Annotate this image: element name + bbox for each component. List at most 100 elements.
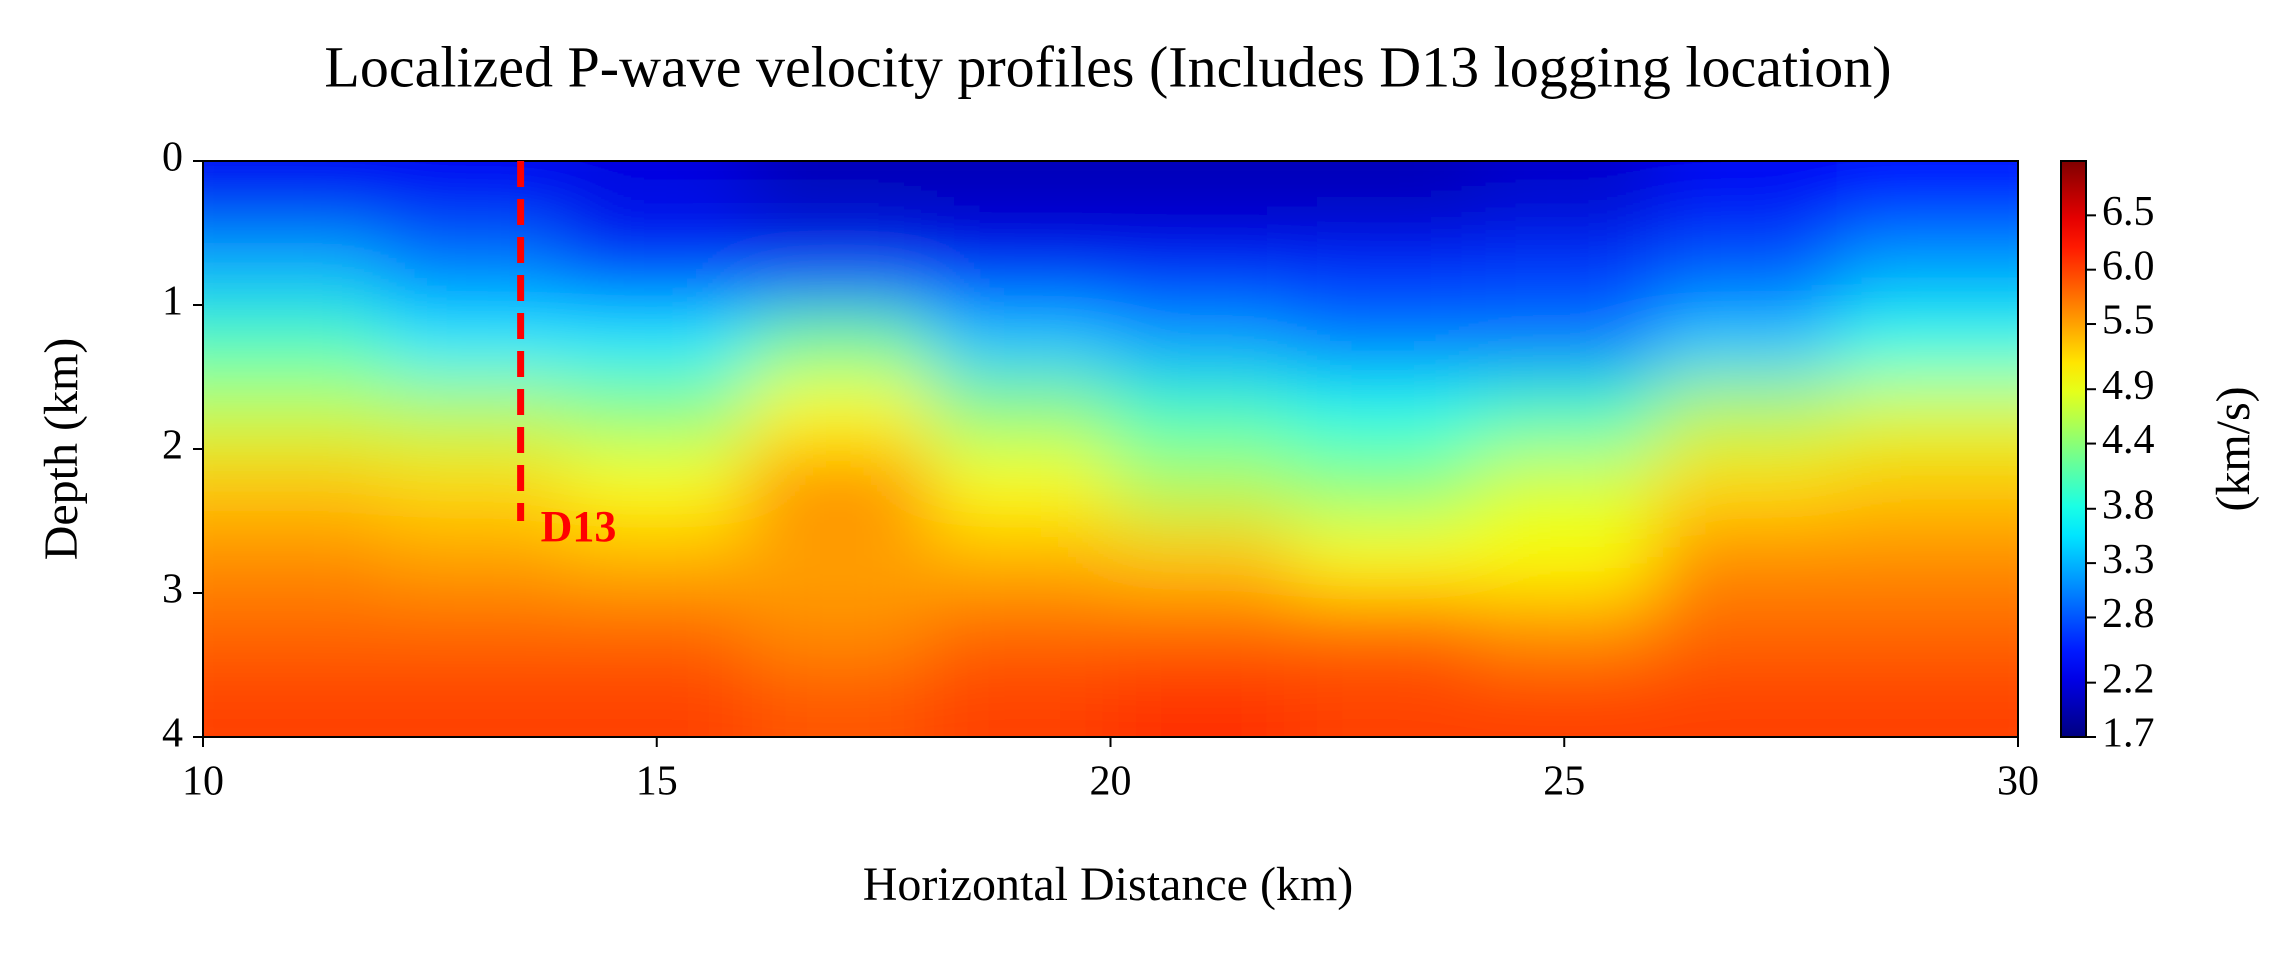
heatmap-cell (384, 521, 567, 594)
heatmap-cell (566, 521, 749, 594)
heatmap-cell (566, 305, 749, 378)
heatmap-cell (566, 233, 749, 306)
heatmap-cell (203, 521, 386, 594)
heatmap-cell (1655, 233, 1838, 306)
heatmap-cell (1836, 161, 2018, 234)
heatmap-cell (1655, 593, 1838, 666)
heatmap-cell (747, 305, 930, 378)
heatmap-cell (1473, 665, 1656, 737)
heatmap-cell (1292, 161, 1475, 234)
heatmap-cell (747, 665, 930, 737)
heatmap-cell (1655, 161, 1838, 234)
colorbar-tick-label: 2.2 (2102, 656, 2155, 702)
heatmap-cell (1473, 377, 1656, 450)
x-tick-label: 25 (1543, 759, 1585, 805)
heatmap-cell (1655, 305, 1838, 378)
colorbar-tick-label: 3.8 (2102, 482, 2155, 528)
heatmap-cell (1836, 449, 2018, 522)
colorbar-tick-label: 2.8 (2102, 591, 2155, 637)
heatmap-cell (203, 233, 386, 306)
y-tick-label: 4 (162, 711, 183, 757)
heatmap-cell (203, 449, 386, 522)
heatmap-cell (747, 593, 930, 666)
x-tick-label: 20 (1090, 759, 1132, 805)
y-tick-label: 1 (162, 279, 183, 325)
heatmap-cell (1292, 377, 1475, 450)
heatmap-cell (929, 377, 1112, 450)
x-tick-label: 10 (182, 759, 224, 805)
heatmap-cell (929, 233, 1112, 306)
heatmap-cell (1836, 665, 2018, 737)
heatmap-cell (1473, 233, 1656, 306)
colorbar-tick-label: 4.4 (2102, 417, 2155, 463)
colorbar-label: (km/s) (2207, 386, 2260, 511)
heatmap-cell (1655, 665, 1838, 737)
heatmap-cell (929, 593, 1112, 666)
heatmap-cell (747, 449, 930, 522)
heatmap-cell (1110, 521, 1293, 594)
colorbar-tick-label: 3.3 (2102, 537, 2155, 583)
heatmap-cell (1836, 521, 2018, 594)
heatmap-cell (1292, 593, 1475, 666)
y-axis-label: Depth (km) (35, 338, 88, 561)
heatmap-cell (1473, 305, 1656, 378)
heatmap-cell (1473, 449, 1656, 522)
heatmap-cell (929, 665, 1112, 737)
colorbar-tick-label: 6.0 (2102, 243, 2155, 289)
heatmap-cell (384, 593, 567, 666)
heatmap (203, 161, 2018, 737)
x-tick-label: 30 (1997, 759, 2039, 805)
chart-title: Localized P-wave velocity profiles (Incl… (324, 34, 1891, 99)
annotation-label: D13 (541, 502, 617, 551)
colorbar-tick-label: 5.5 (2102, 298, 2155, 344)
heatmap-cell (384, 449, 567, 522)
heatmap-cell (1110, 593, 1293, 666)
heatmap-cell (747, 377, 930, 450)
heatmap-cell (384, 161, 567, 234)
heatmap-cell (1655, 377, 1838, 450)
colorbar-tick-label: 6.5 (2102, 189, 2155, 235)
heatmap-cell (1836, 593, 2018, 666)
heatmap-cell (1110, 233, 1293, 306)
heatmap-cell (384, 305, 567, 378)
heatmap-cell (1655, 521, 1838, 594)
heatmap-cell (1292, 305, 1475, 378)
heatmap-cell (1473, 593, 1656, 666)
y-tick-label: 3 (162, 567, 183, 613)
colorbar-tick-label: 1.7 (2102, 711, 2155, 757)
heatmap-cell (747, 233, 930, 306)
heatmap-cell (1655, 449, 1838, 522)
heatmap-cell (929, 449, 1112, 522)
heatmap-cell (929, 305, 1112, 378)
heatmap-cell (929, 161, 1112, 234)
heatmap-cell (747, 161, 930, 234)
heatmap-cell (203, 665, 386, 737)
heatmap-cell (747, 521, 930, 594)
heatmap-cell (1836, 233, 2018, 306)
heatmap-cell (1110, 161, 1293, 234)
heatmap-cell (1473, 521, 1656, 594)
heatmap-cell (384, 377, 567, 450)
colorbar-tick-label: 4.9 (2102, 363, 2155, 409)
heatmap-cell (566, 665, 749, 737)
heatmap-cell (384, 233, 567, 306)
heatmap-cell (203, 593, 386, 666)
heatmap-cell (1473, 161, 1656, 234)
heatmap-cell (1836, 305, 2018, 378)
heatmap-cell (203, 377, 386, 450)
heatmap-cell (1292, 665, 1475, 737)
heatmap-cell (1292, 233, 1475, 306)
y-tick-label: 0 (162, 135, 183, 181)
heatmap-cell (1836, 377, 2018, 450)
heatmap-cell (566, 449, 749, 522)
x-axis-label: Horizontal Distance (km) (863, 858, 1354, 911)
heatmap-cell (1292, 521, 1475, 594)
heatmap-cell (566, 161, 749, 234)
heatmap-cell (566, 593, 749, 666)
heatmap-cell (929, 521, 1112, 594)
heatmap-cell (203, 305, 386, 378)
y-tick-label: 2 (162, 423, 183, 469)
heatmap-cell (566, 377, 749, 450)
heatmap-cell (1110, 305, 1293, 378)
